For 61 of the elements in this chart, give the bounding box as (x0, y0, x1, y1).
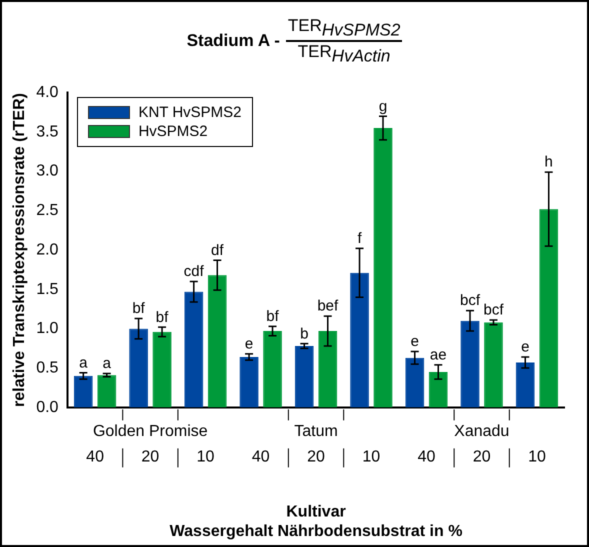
bar (97, 375, 116, 408)
legend-label: KNT HvSPMS2 (138, 104, 242, 121)
y-tick-label: 0.5 (36, 359, 59, 376)
data-label: bcf (483, 302, 504, 319)
x-tick-label: 20 (307, 448, 326, 466)
data-label: b (300, 325, 308, 342)
data-label: cdf (184, 263, 205, 280)
bar (484, 322, 503, 408)
data-label: a (102, 355, 112, 372)
data-label: f (357, 230, 362, 248)
bar (240, 357, 258, 408)
data-label: bf (132, 300, 146, 318)
bar (428, 372, 448, 408)
bar (350, 272, 369, 408)
y-tick-label: 0.0 (36, 398, 59, 416)
bar (208, 275, 227, 408)
bar (184, 292, 204, 408)
data-label: e (244, 336, 254, 353)
data-label: a (79, 354, 88, 372)
x-tick-label: 40 (252, 448, 270, 466)
bar (129, 328, 148, 408)
text: Golden Promise (92, 422, 208, 440)
y-tick-label: 1.5 (36, 280, 59, 298)
y-tick-label: 2.0 (36, 241, 59, 258)
bar (263, 331, 282, 408)
y-tick-label: 4.0 (36, 84, 59, 102)
x-tick-label: 10 (196, 448, 215, 466)
x-tick-label: 40 (86, 448, 104, 466)
y-tick-label: 2.5 (36, 202, 59, 220)
text: Xanadu (454, 422, 510, 440)
data-label: bef (317, 298, 340, 315)
y-axis-title: relative Transkriptexpressionsrate (rTER) (11, 93, 28, 407)
bar (539, 209, 558, 408)
x-tick-label: 20 (472, 448, 491, 466)
text: Tatum (294, 422, 338, 440)
x-tick-label: 10 (528, 448, 546, 466)
bar (405, 358, 424, 408)
data-label: bf (156, 308, 170, 326)
bar (374, 128, 392, 408)
y-tick-label: 3.5 (36, 123, 59, 140)
data-label: bcf (460, 292, 481, 310)
x-axis-title: Kultivar Wassergehalt Nährbodensubstrat in % (170, 504, 462, 540)
data-label: bf (266, 308, 280, 325)
x-tick-label: 20 (141, 448, 160, 466)
y-tick-label: 3.0 (36, 162, 59, 180)
data-label: e (410, 333, 419, 350)
x-tick-label: 10 (362, 448, 380, 466)
bar (516, 362, 535, 408)
data-label: ae (430, 346, 447, 364)
bar (318, 331, 338, 408)
x-tick-label: 40 (418, 448, 436, 466)
bar (294, 346, 314, 408)
bar (460, 320, 480, 408)
data-label: g (378, 98, 388, 115)
data-label: e (521, 338, 530, 356)
bar (152, 332, 172, 408)
data-label: h (544, 154, 553, 171)
y-tick-label: 1.0 (36, 320, 59, 338)
legend-label: HvSPMS2 (138, 122, 208, 140)
bar (74, 376, 93, 408)
data-label: df (211, 242, 224, 259)
